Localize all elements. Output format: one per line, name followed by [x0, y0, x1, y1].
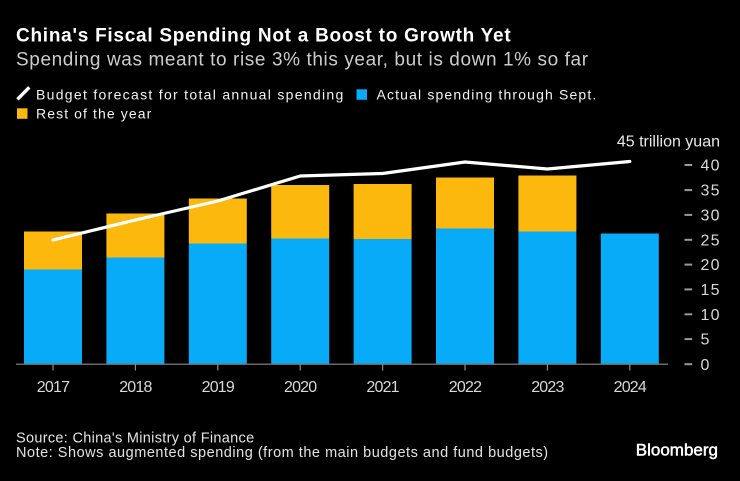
svg-text:35: 35	[701, 183, 721, 200]
svg-text:Bloomberg: Bloomberg	[636, 441, 718, 460]
svg-text:2024: 2024	[614, 379, 647, 396]
svg-text:Budget forecast for total annu: Budget forecast for total annual spendin…	[36, 87, 345, 103]
svg-text:2023: 2023	[531, 379, 564, 396]
svg-text:Source: China's Ministry of Fi: Source: China's Ministry of Finance	[16, 431, 254, 447]
svg-text:0: 0	[701, 357, 711, 374]
svg-text:2017: 2017	[37, 379, 70, 396]
svg-text:2021: 2021	[366, 379, 399, 396]
svg-text:Spending was meant to rise 3%: Spending was meant to rise 3% this year,…	[16, 49, 589, 70]
svg-text:45 trillion yuan: 45 trillion yuan	[617, 134, 720, 151]
svg-text:10: 10	[701, 307, 721, 324]
svg-text:Rest of the year: Rest of the year	[36, 105, 152, 121]
svg-text:Actual spending through Sept.: Actual spending through Sept.	[377, 87, 598, 103]
svg-text:2018: 2018	[119, 379, 152, 396]
svg-text:15: 15	[701, 282, 721, 299]
svg-text:2022: 2022	[449, 379, 482, 396]
svg-text:China's Fiscal Spending Not a: China's Fiscal Spending Not a Boost to G…	[16, 26, 511, 47]
svg-text:20: 20	[701, 257, 721, 274]
svg-text:Note: Shows augmented spending: Note: Shows augmented spending (from the…	[16, 445, 549, 461]
svg-text:40: 40	[701, 158, 721, 175]
svg-text:30: 30	[701, 208, 721, 225]
svg-text:2020: 2020	[284, 379, 317, 396]
svg-text:2019: 2019	[202, 379, 235, 396]
svg-text:5: 5	[701, 332, 711, 349]
svg-text:25: 25	[701, 232, 721, 249]
